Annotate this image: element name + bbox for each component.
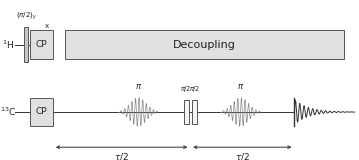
Bar [192, 100, 197, 124]
Bar [65, 30, 344, 59]
Text: $\tau/2$: $\tau/2$ [235, 151, 250, 160]
Text: Decoupling: Decoupling [173, 40, 236, 50]
Text: x: x [45, 23, 49, 29]
Text: CP: CP [36, 40, 47, 49]
Text: $\tau/2$: $\tau/2$ [114, 151, 129, 160]
Bar [184, 100, 189, 124]
Text: $(\pi/2)_y$: $(\pi/2)_y$ [16, 11, 37, 22]
Bar [24, 27, 28, 62]
Text: $\pi/2$: $\pi/2$ [188, 84, 200, 94]
Text: $\pi$: $\pi$ [237, 82, 244, 91]
Bar [29, 30, 53, 59]
Bar [29, 98, 53, 126]
Text: $^{13}$C: $^{13}$C [0, 106, 16, 118]
Text: CP: CP [36, 108, 47, 116]
Text: $\pi$: $\pi$ [135, 82, 142, 91]
Text: $\pi/2$: $\pi/2$ [180, 84, 192, 94]
Text: $^1$H: $^1$H [2, 39, 14, 51]
